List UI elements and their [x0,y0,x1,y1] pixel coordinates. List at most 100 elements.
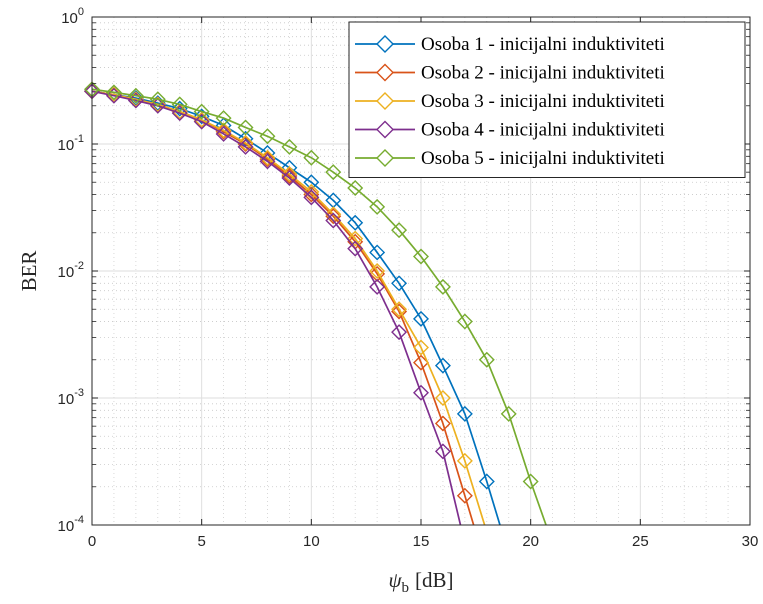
series-3-point [391,301,408,318]
legend-label: Osoba 3 - inicijalni induktiviteti [421,91,665,112]
x-axis-subscript: b [402,580,410,596]
series-4-point [237,138,254,155]
series-5-point [171,96,188,113]
y-tick-base: 10 [58,137,75,154]
series-4 [84,83,462,526]
y-tick-base: 10 [61,10,78,27]
y-tick-base: 10 [58,391,75,408]
y-tick-base: 10 [58,518,75,535]
series-5-point [325,164,342,181]
legend: Osoba 1 - inicijalni induktiviteti Osoba … [348,21,746,178]
series-5-point [522,473,539,490]
series-2-point [259,151,276,168]
y-tick-label: 100 [61,6,84,27]
series-5-point [215,110,232,127]
series-5-point [478,351,495,368]
series-1-point [303,174,320,191]
series-2-point [434,415,451,432]
series-4-point [434,443,451,460]
y-tick-label: 10-1 [58,133,84,154]
series-5-point [237,119,254,136]
series-3-point [456,452,473,469]
series-2-point [325,208,342,225]
series-4-point [281,169,298,186]
series-4-point [171,105,188,122]
series-5-point [456,313,473,330]
series-5-point [434,278,451,295]
legend-box [348,21,746,178]
series-3-point [434,390,451,406]
y-tick-label: 10-4 [58,514,84,535]
series-5 [84,81,547,526]
series-5-point [105,84,122,101]
legend-label: Osoba 4 - inicijalni induktiviteti [421,120,665,141]
legend-item-3: Osoba 3 - inicijalni induktiviteti [355,91,665,112]
series-3-point [347,230,364,247]
series-3-point [303,183,320,200]
x-tick-label: 5 [197,533,205,550]
series-4-point [259,153,276,170]
series-1-point [369,244,386,261]
series-5-point [149,91,166,108]
y-tick-exponent: -1 [74,133,84,145]
x-tick-label: 15 [413,533,430,550]
legend-label: Osoba 5 - inicijalni induktiviteti [421,148,665,169]
y-tick-label: 10-3 [58,387,84,408]
series-4-point [215,125,232,142]
legend-label: Osoba 2 - inicijalni induktiviteti [421,63,665,84]
x-tick-label: 30 [742,533,759,550]
series-4-point [193,113,210,130]
legend-item-5: Osoba 5 - inicijalni induktiviteti [355,148,665,169]
series-1-line [91,90,501,526]
series-5-point [347,180,364,197]
series-3-line [91,90,486,526]
legend-item-1: Osoba 1 - inicijalni induktiviteti [355,34,665,55]
x-axis-unit: [dB] [415,568,454,592]
y-tick-exponent: -2 [74,260,84,272]
y-tick-exponent: 0 [78,6,84,18]
series-1-point [347,214,364,231]
series-1-point [478,473,495,490]
series-5-point [259,128,276,145]
y-tick-label: 10-2 [58,260,84,281]
legend-label: Osoba 1 - inicijalni induktiviteti [421,34,665,55]
legend-marker [376,35,394,53]
series-5-point [413,248,429,265]
legend-marker [376,120,394,139]
series-3-point [413,339,429,356]
series-4-point [369,278,386,295]
series-4-point [413,384,429,401]
series-4-point [391,324,408,341]
series-2-point [215,123,232,140]
x-tick-label: 10 [303,533,320,550]
x-tick-labels: 0 5 10 15 20 25 30 [88,533,759,550]
series-1-point [413,310,429,327]
series-3-point [259,149,276,166]
series-1-point [237,130,254,147]
y-tick-exponent: -3 [74,387,84,399]
series-4-point [303,189,320,206]
series-5-point [303,149,320,166]
series-4-point [325,212,342,229]
series-5-point [369,198,386,215]
series-4-line [91,90,462,526]
y-axis-label: BER [17,251,41,292]
series-1-point [434,357,451,374]
series-4-point [347,240,364,257]
x-tick-label: 20 [522,533,539,550]
series-3-point [215,122,232,139]
series-1-point [391,275,408,292]
series-2-point [456,487,473,504]
series-1-point [456,405,473,422]
x-tick-label: 25 [632,533,649,550]
series-layer [84,81,547,526]
y-tick-exponent: -4 [74,514,84,526]
legend-item-2: Osoba 2 - inicijalni induktiviteti [355,63,665,84]
legend-marker [376,63,394,82]
series-3-point [193,111,210,128]
x-tick-label: 0 [88,533,96,550]
x-axis-label: ψb [dB] [388,568,453,596]
series-2-point [237,136,254,152]
